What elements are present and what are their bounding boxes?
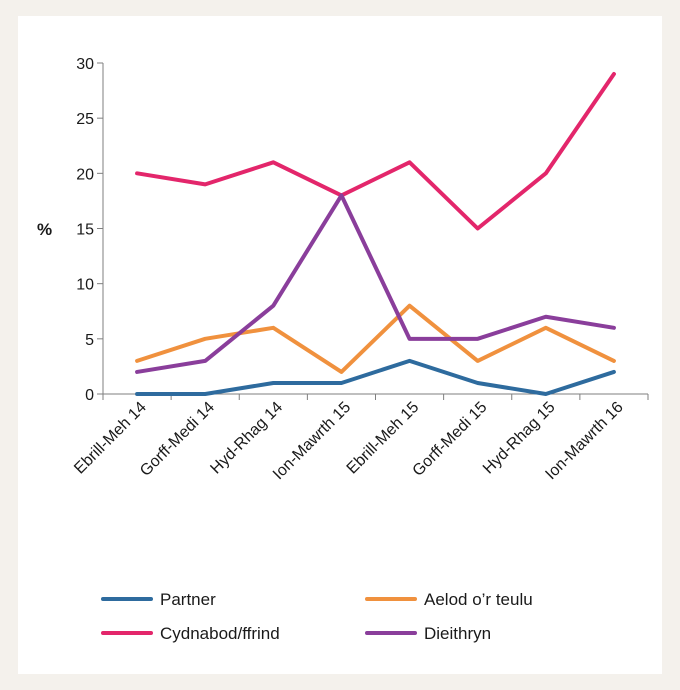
- series-line-2: [135, 72, 616, 231]
- y-tick-label: 20: [76, 166, 94, 183]
- y-tick-label: 25: [76, 111, 94, 128]
- y-tick-label: 30: [76, 56, 94, 73]
- y-tick-label: 5: [85, 332, 94, 349]
- legend-label-0: Partner: [160, 590, 216, 609]
- series-line-0: [135, 358, 616, 396]
- legend-label-3: Dieithryn: [424, 624, 491, 643]
- legend-label-2: Cydnabod/ffrind: [160, 624, 280, 643]
- y-axis: 0 5 10 15 20 25 30: [76, 56, 104, 404]
- y-tick-label: 10: [76, 277, 94, 294]
- legend-label-1: Aelod o’r teulu: [424, 590, 533, 609]
- legend: Partner Aelod o’r teulu Cydnabod/ffrind Die…: [101, 590, 533, 643]
- series-line-1: [135, 303, 616, 374]
- y-tick-label: 0: [85, 387, 94, 404]
- chart-panel: [18, 16, 662, 674]
- y-axis-label: %: [37, 220, 52, 239]
- series-line-3: [135, 193, 616, 374]
- series-lines: [135, 72, 616, 396]
- y-tick-label: 15: [76, 222, 94, 239]
